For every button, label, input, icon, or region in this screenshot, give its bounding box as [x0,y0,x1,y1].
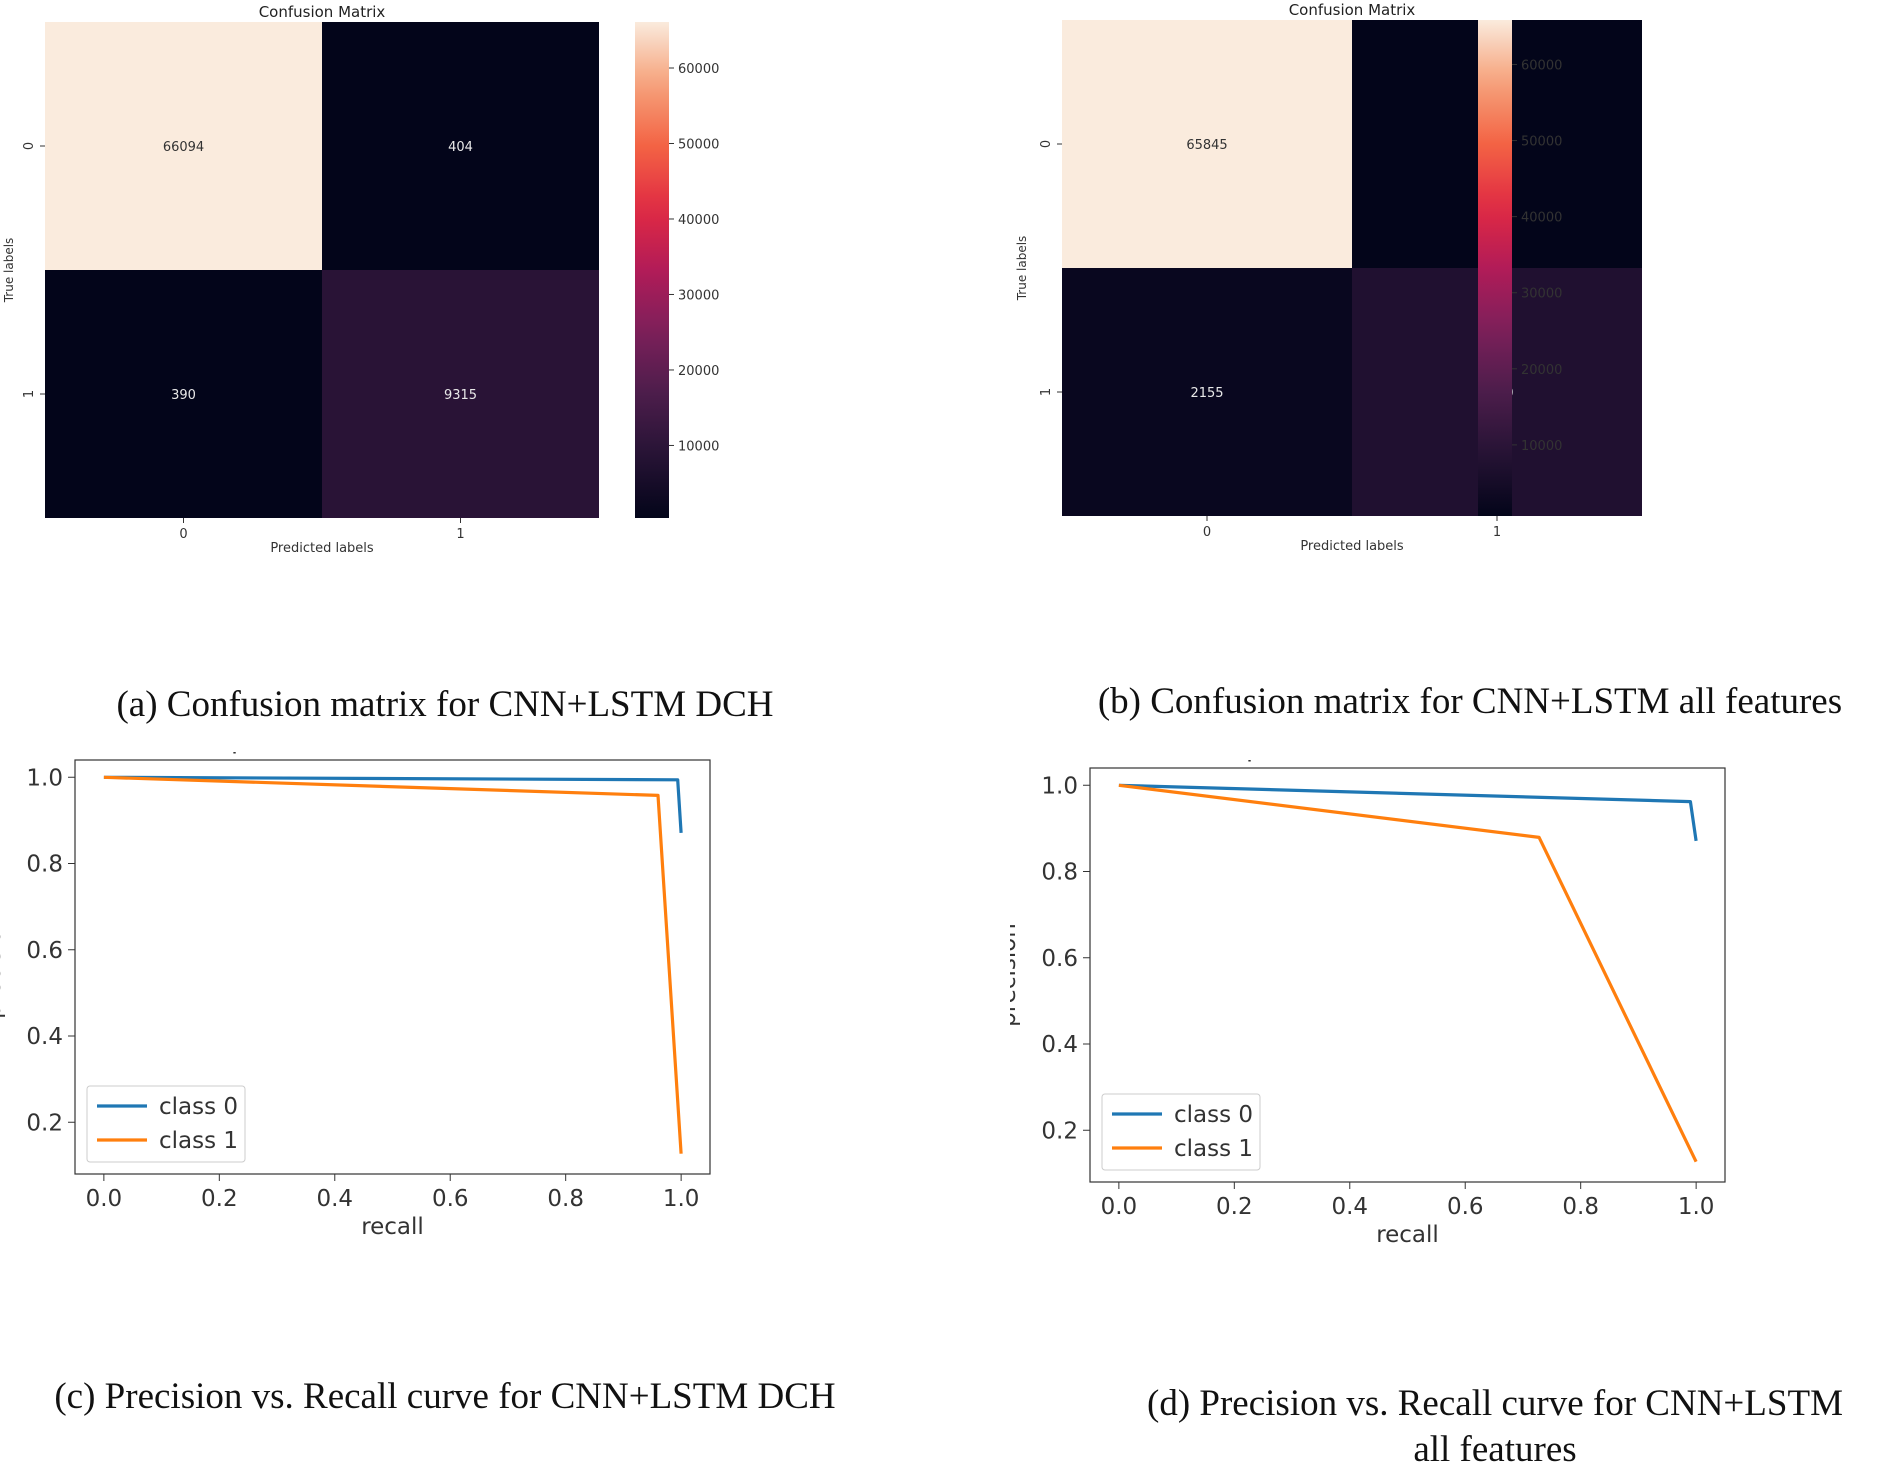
pr-curve-chart-d: precision vs. recall curve 0.0 0.2 0.4 0.6 0.… [995,733,1726,1248]
y-tick-label: 0.2 [26,1110,63,1136]
series-line-class-0 [103,775,683,834]
y-tick-label: 1.0 [26,765,63,791]
x-tick-label: 1.0 [1678,1194,1715,1220]
x-tick-label: 0.0 [1101,1194,1138,1220]
confusion-matrix-panel-b: Confusion Matrix65845653215575500101Pred… [1010,0,1900,680]
colorbar-tick-label: 20000 [678,364,719,379]
heatmap-cell [322,270,599,518]
legend-label: class 1 [1174,1136,1253,1162]
caption-b: (b) Confusion matrix for CNN+LSTM all fe… [1097,681,1843,722]
heatmap-cell [322,22,599,270]
colorbar-tick-label: 30000 [678,288,719,303]
confusion-matrix-chart-a: Confusion Matrix 66094 404 390 9315 0 1 0 1 Predi… [2,3,719,556]
caption-a: (a) Confusion matrix for CNN+LSTM DCH [116,684,774,725]
y-tick-label: 0 [22,142,37,150]
cell-value-label: 65845 [1186,138,1227,153]
colorbar-tick-label: 50000 [1521,135,1562,150]
legend-label: class 0 [1174,1102,1253,1128]
confusion-matrix-panel-a: Confusion Matrix 66094 404 390 9315 0 1 0 1 Predi… [0,0,880,680]
colorbar [1478,20,1512,516]
caption-c: (c) Precision vs. Recall curve for CNN+L… [54,1376,836,1417]
y-axis-label: True labels [1015,236,1029,302]
y-tick-label: 0.4 [1041,1032,1078,1058]
chart-title: precision vs. recall curve [1246,760,1569,763]
cell-value-label: 66094 [163,140,204,155]
colorbar-tick-label: 30000 [1521,287,1562,302]
colorbar-tick-label: 60000 [1521,58,1562,73]
y-axis-label: True labels [2,238,16,304]
y-tick-label: 0.8 [1041,860,1078,886]
y-tick-label: 1 [1039,388,1054,396]
legend-label: class 1 [159,1128,238,1154]
colorbar [635,22,669,518]
heatmap-cell [1062,20,1352,268]
x-tick-label: 0.4 [1331,1194,1368,1220]
x-tick-label: 0 [1203,525,1211,540]
confusion-matrix-chart-b: Confusion Matrix65845653215575500101Pred… [1015,1,1642,554]
pr-curve-panel-c: precision vs. recall curve 0.0 0.2 0.4 0.6 0.… [0,725,880,1352]
colorbar-tick-label: 40000 [1521,211,1562,226]
x-tick-label: 0.6 [432,1186,469,1212]
cell-value-label: 9315 [444,388,477,403]
y-tick-label: 0 [1039,140,1054,148]
series-line-class-0 [1118,783,1698,842]
x-tick-label: 0.2 [201,1186,238,1212]
cell-value-label: 404 [448,140,473,155]
x-axis-label: Predicted labels [1300,539,1404,554]
y-axis-label: precision [1010,923,1021,1027]
legend-label: class 0 [159,1094,238,1120]
x-tick-label: 1.0 [663,1186,700,1212]
series-line-class-1 [103,775,683,1154]
chart-title: Confusion Matrix [259,3,386,21]
heatmap-cell [1062,268,1352,516]
colorbar-tick-label: 10000 [1521,439,1562,454]
x-tick-label: 0.4 [316,1186,353,1212]
x-tick-label: 0.2 [1216,1194,1253,1220]
colorbar-tick-label: 60000 [678,62,719,77]
x-axis-label: recall [1376,1222,1439,1248]
y-tick-label: 0.2 [1041,1118,1078,1144]
x-tick-label: 0.8 [547,1186,584,1212]
x-tick-label: 1 [1493,525,1501,540]
heatmap-cell [45,270,322,518]
x-tick-label: 0 [179,527,187,542]
x-tick-label: 0.8 [1562,1194,1599,1220]
cell-value-label: 390 [171,388,196,403]
colorbar-tick-label: 20000 [1521,363,1562,378]
caption-d-line2: all features [1413,1429,1577,1470]
pr-curve-panel-d: precision vs. recall curve 0.0 0.2 0.4 0.6 0.… [995,733,1900,1360]
chart-title: precision vs. recall curve [231,752,554,755]
cell-value-label: 2155 [1190,386,1223,401]
x-tick-label: 0.6 [1447,1194,1484,1220]
series-line-class-1 [1118,783,1698,1163]
pr-curve-chart-c: precision vs. recall curve 0.0 0.2 0.4 0.6 0.… [0,725,711,1240]
y-tick-label: 1.0 [1041,773,1078,799]
y-axis-label: precision [0,915,6,1019]
y-tick-label: 0.6 [26,938,63,964]
colorbar-tick-label: 50000 [678,137,719,152]
y-tick-label: 1 [22,390,37,398]
y-tick-label: 0.6 [1041,946,1078,972]
x-axis-label: recall [361,1214,424,1240]
x-tick-label: 0.0 [86,1186,123,1212]
y-tick-label: 0.8 [26,852,63,878]
chart-title: Confusion Matrix [1289,1,1416,19]
caption-d-line1: (d) Precision vs. Recall curve for CNN+L… [1147,1383,1843,1424]
x-tick-label: 1 [456,527,464,542]
colorbar-tick-label: 10000 [678,439,719,454]
y-tick-label: 0.4 [26,1024,63,1050]
colorbar-tick-label: 40000 [678,213,719,228]
heatmap-cell [45,22,322,270]
x-axis-label: Predicted labels [270,541,374,556]
